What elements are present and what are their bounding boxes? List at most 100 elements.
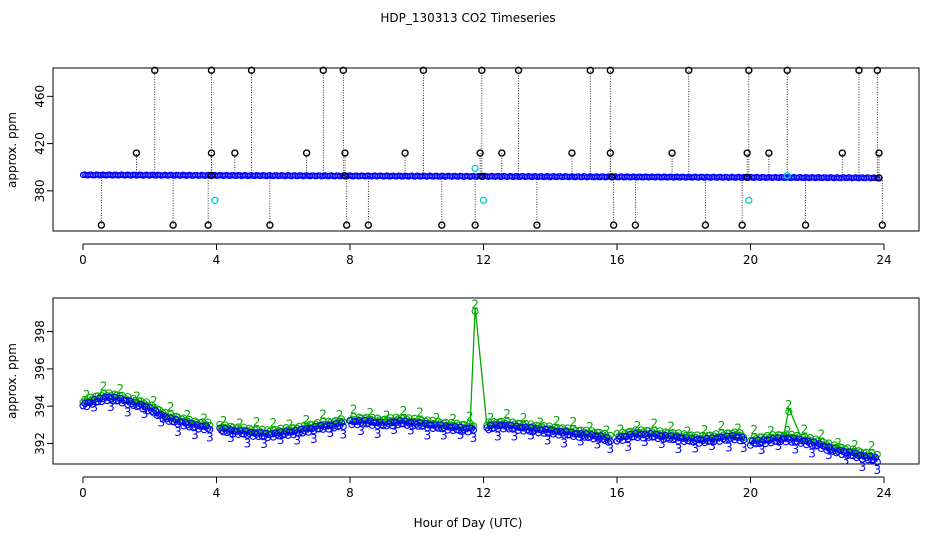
green-series-label: 2 xyxy=(718,419,726,433)
blue-series-label: 3 xyxy=(90,401,98,415)
spike-low-point xyxy=(878,221,887,229)
blue-series-point xyxy=(827,446,835,454)
blue-series-label: 3 xyxy=(775,439,783,453)
blue-series-point xyxy=(183,421,191,429)
spike-mid-point xyxy=(302,149,311,157)
top-panel: approx. ppm 0 4 8 12 16 20 24 380 420 460 xyxy=(5,66,920,267)
green-series-label: 2 xyxy=(750,423,758,437)
blue-series-point xyxy=(146,404,154,412)
spike-high-point xyxy=(207,66,216,75)
blue-series-point xyxy=(873,458,881,466)
top-y-tick-label: 380 xyxy=(33,179,47,202)
blue-series-point xyxy=(615,435,623,443)
blue-series-label: 3 xyxy=(658,437,666,451)
blue-series-point xyxy=(206,426,214,434)
green-series-label: 2 xyxy=(220,414,228,428)
green-series-label: 2 xyxy=(520,411,528,425)
blue-series-label: 3 xyxy=(692,442,700,456)
blue-series-label: 3 xyxy=(191,428,199,442)
blue-series-point xyxy=(178,418,186,426)
top-x-tick-label: 20 xyxy=(743,253,758,267)
spike-high-point xyxy=(606,66,615,75)
blue-series-label: 3 xyxy=(260,437,268,451)
blue-series-label: 3 xyxy=(293,434,301,448)
blue-series-label: 3 xyxy=(624,440,632,454)
spike-high-point xyxy=(419,66,428,75)
blue-series-label: 3 xyxy=(874,463,882,477)
spike-low-point xyxy=(609,221,618,229)
green-peak-label: 2 xyxy=(471,297,479,311)
blue-series-label: 3 xyxy=(527,429,535,443)
green-series-label: 2 xyxy=(767,424,775,438)
green-series-label: 2 xyxy=(784,424,792,438)
green-series-label: 2 xyxy=(269,416,277,430)
blue-series-label: 3 xyxy=(577,435,585,449)
spike-mid-point xyxy=(765,149,773,157)
green-series-label: 2 xyxy=(503,407,511,421)
green-peak-line xyxy=(783,405,802,437)
spike-low-point xyxy=(533,221,541,229)
green-series-label: 2 xyxy=(570,415,578,429)
bottom-x-tick-label: 12 xyxy=(476,486,491,500)
blue-series-point xyxy=(821,443,829,451)
blue-series-point xyxy=(815,440,824,448)
cyan-point xyxy=(479,196,488,204)
green-peak-label: 2 xyxy=(785,398,793,412)
blue-series-label: 3 xyxy=(440,429,448,443)
cyan-point xyxy=(471,164,479,173)
bottom-x-tick-label: 20 xyxy=(743,486,758,500)
bottom-y-axis-label: approx. ppm xyxy=(5,343,19,419)
blue-series-label: 3 xyxy=(511,429,519,443)
spike-mid-point xyxy=(875,149,883,157)
spike-mid-point xyxy=(606,149,615,157)
blue-series-label: 3 xyxy=(825,448,833,462)
bottom-x-tick-label: 4 xyxy=(213,486,221,500)
blue-series-label: 3 xyxy=(560,436,568,450)
green-peak-point xyxy=(785,408,793,416)
spike-mid-point xyxy=(341,149,349,157)
green-series-label: 2 xyxy=(801,423,809,437)
green-series-label: 2 xyxy=(433,411,441,425)
spike-low-point xyxy=(266,221,274,229)
blue-series-point xyxy=(337,419,346,427)
green-series-label: 2 xyxy=(734,422,742,436)
cyan-point xyxy=(211,196,219,204)
green-series-label: 2 xyxy=(336,408,344,422)
spike-high-point xyxy=(586,66,594,75)
spike-low-point xyxy=(342,221,351,229)
blue-series-label: 3 xyxy=(641,435,649,449)
bottom-y-tick-label: 392 xyxy=(33,432,47,455)
blue-series-label: 3 xyxy=(107,400,115,414)
spike-mid-point xyxy=(743,149,751,157)
green-series-label: 2 xyxy=(253,415,261,429)
green-series-label: 2 xyxy=(416,405,424,419)
bottom-y-tick-label: 396 xyxy=(33,357,47,380)
green-series-label: 2 xyxy=(449,412,457,426)
green-series-label: 2 xyxy=(536,415,544,429)
spike-mid-point xyxy=(838,149,846,157)
blue-series-point xyxy=(122,397,130,405)
blue-series-point xyxy=(801,437,809,445)
green-series-label: 2 xyxy=(818,428,826,442)
blue-series-point xyxy=(204,424,212,432)
green-series-label: 2 xyxy=(303,413,311,427)
top-x-tick-label: 12 xyxy=(476,253,491,267)
green-series-label: 2 xyxy=(184,408,192,422)
top-x-tick-label: 16 xyxy=(609,253,624,267)
spike-mid-point xyxy=(207,149,216,157)
spike-high-point xyxy=(855,66,863,75)
blue-series-label: 3 xyxy=(277,433,285,447)
green-peak-line xyxy=(469,307,488,425)
blue-series-point xyxy=(603,434,611,442)
blue-series-label: 3 xyxy=(470,431,478,445)
bottom-y-tick-label: 394 xyxy=(33,395,47,418)
blue-series-point xyxy=(116,394,124,402)
spike-low-point xyxy=(438,221,446,229)
blue-series-label: 3 xyxy=(244,436,252,450)
green-series-label: 2 xyxy=(366,406,374,420)
blue-series-point xyxy=(148,407,156,415)
bottom-x-tick-label: 0 xyxy=(79,486,87,500)
spike-low-point xyxy=(631,221,640,229)
spike-low-point xyxy=(97,221,106,229)
